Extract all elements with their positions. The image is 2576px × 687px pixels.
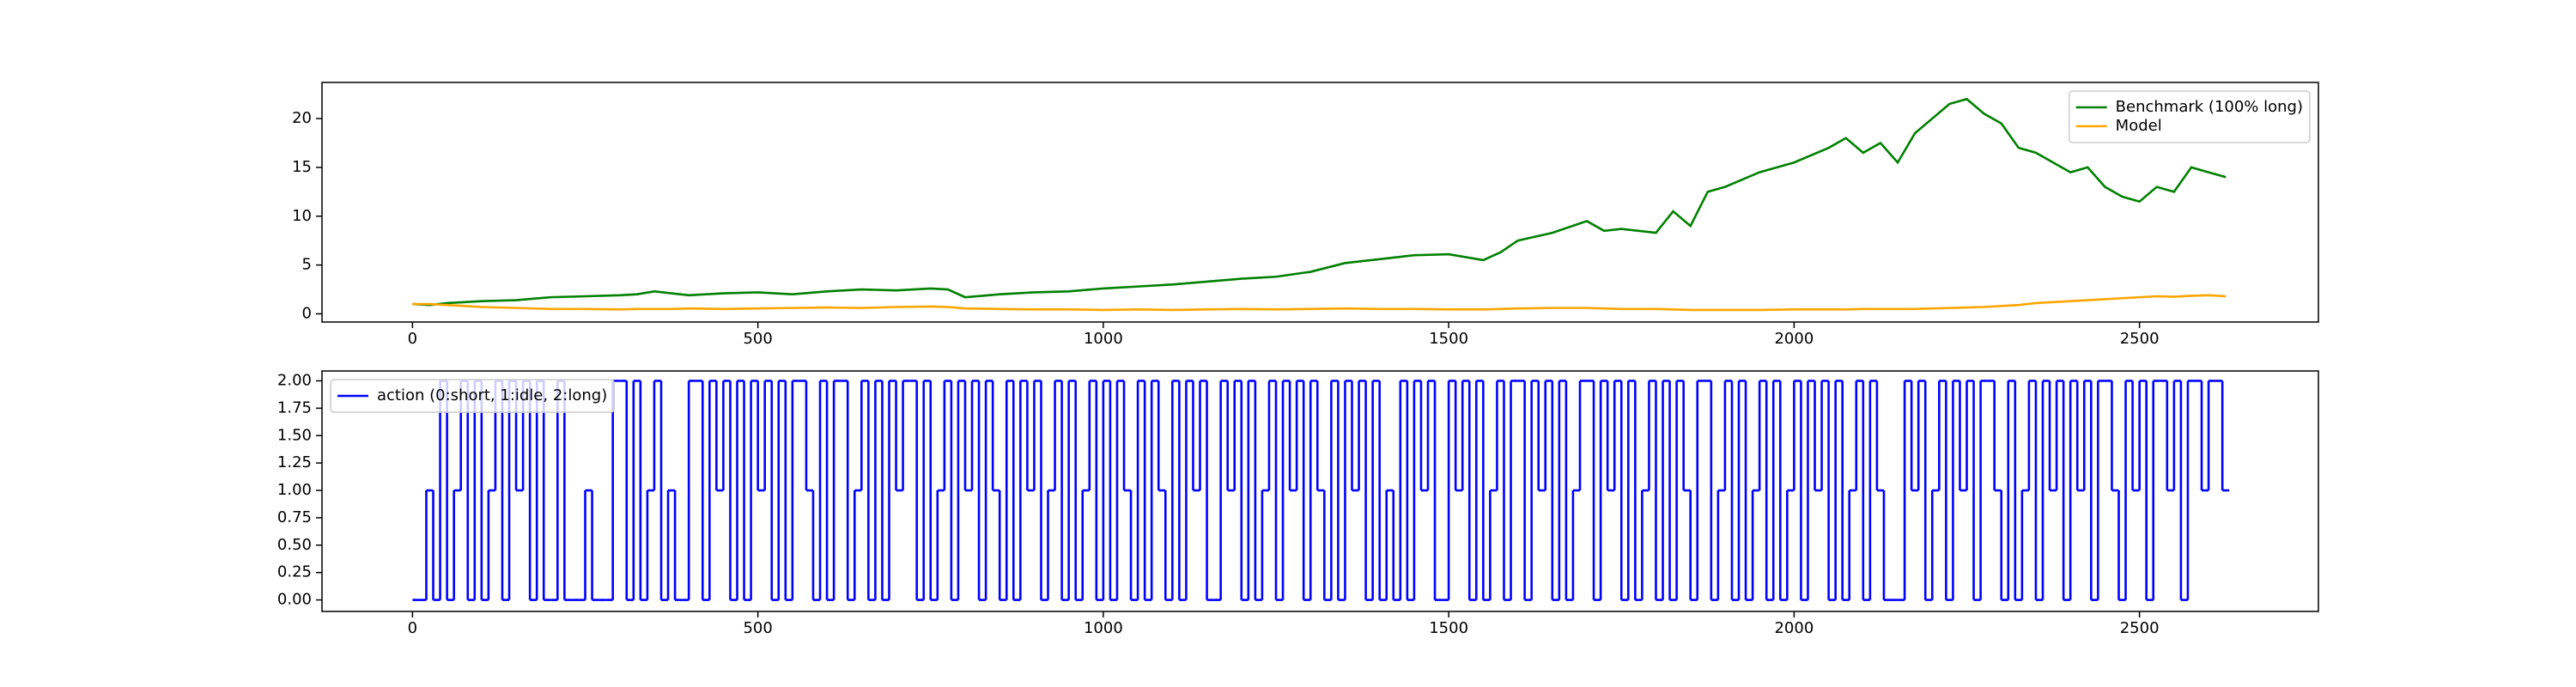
series-line [412,294,2227,312]
y-tick-label: 1.00 [277,481,312,499]
legend-label: Benchmark (100% long) [2116,98,2303,116]
axes-frame [321,82,2319,323]
legend-label: Model [2116,117,2162,135]
x-tick-label: 1500 [1429,330,1468,348]
y-tick-label: 0.75 [277,508,312,526]
series-line [412,97,2227,307]
axes: 0 500 1000 1500 2000 2500 0 5 10 15 20 Benchmark (1… [292,82,2319,348]
y-tick-label: 10 [292,207,312,225]
x-tick-label: 0 [408,330,417,348]
legend: Benchmark (100% long)Model [2068,90,2311,143]
x-tick-label: 2500 [2120,330,2160,348]
x-tick-label: 1000 [1084,330,1123,348]
legend: action (0:short, 1:idle, 2:long) [330,379,615,413]
legend-frame [2068,90,2311,143]
y-tick-label: 5 [302,256,312,274]
y-tick-label: 0.50 [277,536,312,554]
y-tick-label: 20 [292,109,312,127]
y-tick-label: 15 [292,158,312,176]
y-tick-label: 1.50 [277,426,312,444]
step-line [412,380,2230,601]
x-tick-label: 2000 [1774,619,1814,637]
legend-frame [330,379,615,413]
y-tick-label: 1.75 [277,398,312,416]
y-tick-label: 1.25 [277,453,312,471]
y-tick-label: 0.00 [277,591,312,609]
axes: 0 500 1000 1500 2000 2500 0.00 0.25 0.50 0.75 1.00… [277,370,2319,637]
plot-area [412,97,2227,312]
y-tick-label: 0 [302,304,312,322]
x-tick-label: 0 [408,619,417,637]
axes-frame [321,370,2319,612]
plot-area [412,380,2230,601]
x-tick-label: 2500 [2120,619,2160,637]
y-tick-label: 0.25 [277,563,312,581]
legend-label: action (0:short, 1:idle, 2:long) [377,386,607,404]
x-tick-label: 1500 [1429,619,1468,637]
y-tick-label: 2.00 [277,371,312,389]
x-tick-label: 2000 [1774,330,1814,348]
x-tick-label: 500 [743,330,772,348]
x-tick-label: 500 [743,619,772,637]
x-tick-label: 1000 [1084,619,1123,637]
